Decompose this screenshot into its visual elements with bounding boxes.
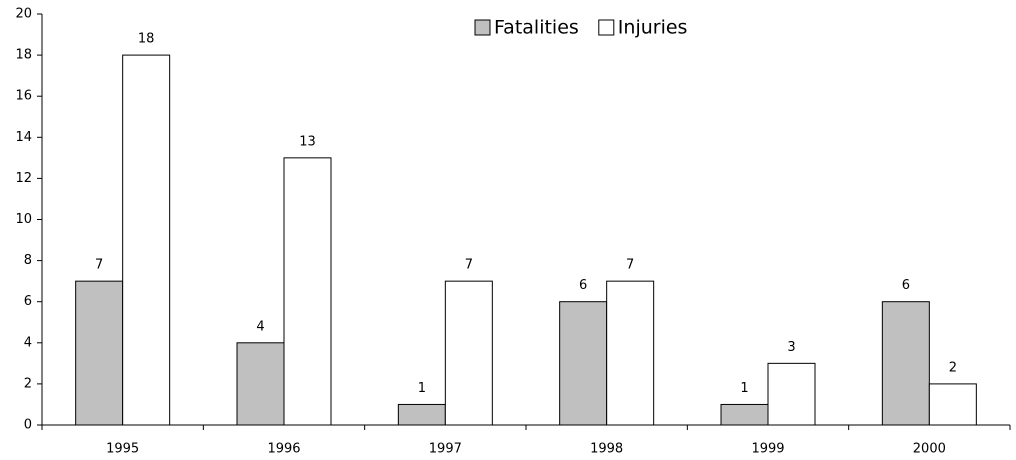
y-tick-label: 8 xyxy=(24,253,32,268)
legend-label: Fatalities xyxy=(494,17,579,39)
bar xyxy=(720,403,769,426)
y-tick-label: 4 xyxy=(24,335,32,350)
data-label: 1 xyxy=(740,381,748,396)
bar xyxy=(881,301,930,426)
x-tick-label: 1996 xyxy=(267,442,300,457)
bar xyxy=(236,342,285,426)
data-label: 6 xyxy=(902,278,910,293)
data-label: 7 xyxy=(95,258,103,273)
y-tick-label: 10 xyxy=(15,212,32,227)
data-label: 13 xyxy=(299,134,316,149)
data-label: 3 xyxy=(787,340,795,355)
y-tick-label: 18 xyxy=(15,48,32,63)
data-label: 18 xyxy=(138,32,155,47)
bar xyxy=(283,157,332,426)
data-label: 4 xyxy=(256,319,264,334)
y-tick-label: 6 xyxy=(24,294,32,309)
bar xyxy=(606,280,655,426)
bar xyxy=(559,301,608,426)
bar xyxy=(397,403,446,426)
y-tick-label: 16 xyxy=(15,89,32,104)
x-tick-label: 1999 xyxy=(751,442,784,457)
y-tick-label: 14 xyxy=(15,130,32,145)
data-label: 6 xyxy=(579,278,587,293)
bar xyxy=(767,362,816,426)
bar xyxy=(75,280,124,426)
y-tick-label: 2 xyxy=(24,376,32,391)
data-label: 7 xyxy=(465,258,473,273)
x-tick-label: 2000 xyxy=(913,442,946,457)
data-label: 1 xyxy=(418,381,426,396)
bar xyxy=(928,383,977,426)
legend-label: Injuries xyxy=(618,17,688,39)
data-label: 2 xyxy=(949,360,957,375)
data-label: 7 xyxy=(626,258,634,273)
y-tick-label: 20 xyxy=(15,7,32,22)
x-tick-label: 1998 xyxy=(590,442,623,457)
bar xyxy=(122,54,171,426)
x-tick-label: 1995 xyxy=(106,442,139,457)
y-tick-label: 12 xyxy=(15,171,32,186)
x-tick-label: 1997 xyxy=(429,442,462,457)
legend-swatch xyxy=(598,19,615,36)
legend-swatch xyxy=(474,19,491,36)
bar xyxy=(444,280,493,426)
y-tick-label: 0 xyxy=(24,418,32,433)
